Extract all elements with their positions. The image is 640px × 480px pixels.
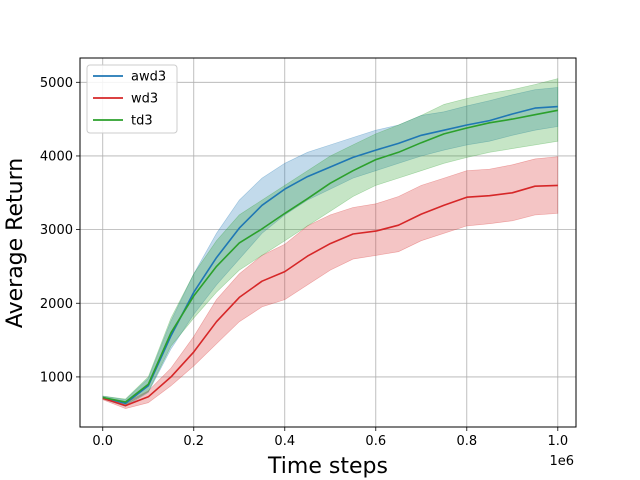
legend: awd3 wd3 td3 (86, 64, 178, 134)
grid (80, 58, 576, 427)
x-tick-label: 0.8 (456, 434, 477, 449)
x-axis-label: Time steps (267, 454, 388, 479)
legend-box (86, 64, 178, 134)
y-tick-label: 5000 (40, 76, 73, 91)
y-axis-label: Average Return (3, 158, 28, 328)
wd3-line (102, 184, 558, 407)
x-tick-label: 0.2 (183, 434, 204, 449)
wd3-legend-label: wd3 (131, 92, 158, 107)
axis-ticks: 0.0 0.2 0.4 0.6 0.8 1.0 1000 2000 3000 4000 5000 (40, 76, 568, 449)
y-tick-label: 4000 (40, 149, 73, 164)
y-tick-label: 1000 (40, 370, 73, 385)
td3-line (102, 109, 558, 403)
x-tick-label: 0.6 (365, 434, 386, 449)
x-offset-label: 1e6 (549, 454, 574, 469)
wd3-band (102, 156, 559, 409)
y-tick-label: 3000 (40, 223, 73, 238)
awd3-legend-label: awd3 (131, 70, 166, 85)
series-lines (102, 105, 558, 407)
plot-frame (79, 57, 577, 428)
x-tick-label: 0.4 (274, 434, 295, 449)
y-tick-label: 2000 (40, 297, 73, 312)
x-tick-label: 1.0 (547, 434, 568, 449)
td3-legend-label: td3 (131, 114, 153, 129)
td3-band (102, 78, 559, 406)
x-tick-label: 0.0 (92, 434, 113, 449)
